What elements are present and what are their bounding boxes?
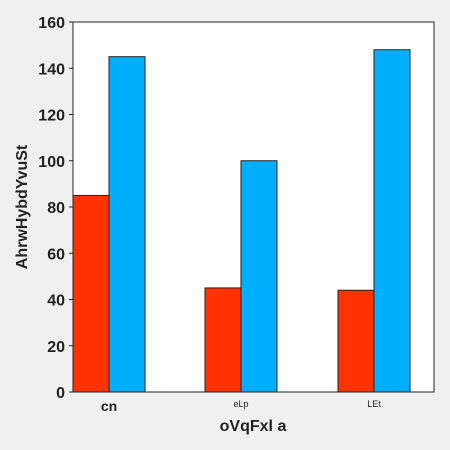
y-tick-label: 40 xyxy=(47,293,65,310)
bar-eLp-series-2 xyxy=(240,160,278,393)
bar-LEt-series-1 xyxy=(337,289,375,393)
bar-cn-series-1 xyxy=(72,194,110,393)
x-axis-ticks: cn eLp LEt xyxy=(101,398,381,414)
bars-group xyxy=(72,49,411,393)
y-tick-label: 20 xyxy=(47,339,65,356)
y-axis-label: AhrwHybdYvuSt xyxy=(14,144,31,269)
bar-eLp-series-1 xyxy=(204,287,242,393)
y-tick-label: 160 xyxy=(38,15,65,32)
y-tick-label: 100 xyxy=(38,154,65,171)
y-axis-ticks: 0 20 40 60 80 100 120 140 160 xyxy=(38,15,73,402)
y-tick-label: 80 xyxy=(47,200,65,217)
bar-LEt-series-2 xyxy=(373,49,411,393)
bar-cn-series-2 xyxy=(108,56,146,393)
x-tick-label-LEt: LEt xyxy=(367,399,381,409)
y-tick-label: 140 xyxy=(38,61,65,78)
y-tick-label: 60 xyxy=(47,246,65,263)
x-tick-label-eLp: eLp xyxy=(233,399,248,409)
y-tick-label: 0 xyxy=(56,385,65,402)
x-axis-label: oVqFxl a xyxy=(220,418,287,435)
x-tick-label-cn: cn xyxy=(101,398,117,414)
y-tick-label: 120 xyxy=(38,108,65,125)
